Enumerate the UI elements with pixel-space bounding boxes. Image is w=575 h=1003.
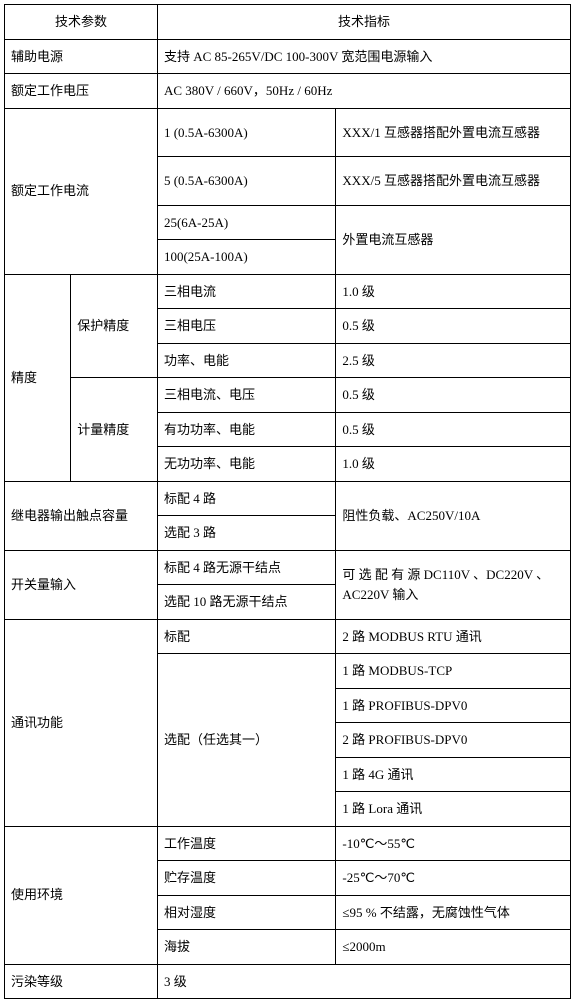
rated-current-r2-range: 5 (0.5A-6300A) bbox=[157, 157, 335, 206]
comm-standard-label: 标配 bbox=[157, 619, 335, 654]
rated-current-r34-desc: 外置电流互感器 bbox=[336, 205, 571, 274]
rated-current-r2-desc: XXX/5 互感器搭配外置电流互感器 bbox=[336, 157, 571, 206]
table-row: 开关量输入 标配 4 路无源干结点 可 选 配 有 源 DC110V 、DC22… bbox=[5, 550, 571, 585]
table-row: 技术参数 技术指标 bbox=[5, 5, 571, 40]
metering-r3-val: 1.0 级 bbox=[336, 447, 571, 482]
protection-r1-name: 三相电流 bbox=[157, 274, 335, 309]
table-row: 通讯功能 标配 2 路 MODBUS RTU 通讯 bbox=[5, 619, 571, 654]
relay-output-label: 继电器输出触点容量 bbox=[5, 481, 158, 550]
aux-power-value: 支持 AC 85-265V/DC 100-300V 宽范围电源输入 bbox=[157, 39, 570, 74]
env-r3-val: ≤95 % 不结露，无腐蚀性气体 bbox=[336, 895, 571, 930]
comm-opt1: 1 路 MODBUS-TCP bbox=[336, 654, 571, 689]
table-row: 污染等级 3 级 bbox=[5, 964, 571, 999]
accuracy-label: 精度 bbox=[5, 274, 71, 481]
rated-current-r4-range: 100(25A-100A) bbox=[157, 240, 335, 275]
env-r2-name: 贮存温度 bbox=[157, 861, 335, 896]
comm-standard-val: 2 路 MODBUS RTU 通讯 bbox=[336, 619, 571, 654]
table-row: 精度 保护精度 三相电流 1.0 级 bbox=[5, 274, 571, 309]
rated-current-r3-range: 25(6A-25A) bbox=[157, 205, 335, 240]
table-row: 继电器输出触点容量 标配 4 路 阻性负载、AC250V/10A bbox=[5, 481, 571, 516]
relay-output-desc: 阻性负载、AC250V/10A bbox=[336, 481, 571, 550]
protection-r3-name: 功率、电能 bbox=[157, 343, 335, 378]
digital-input-label: 开关量输入 bbox=[5, 550, 158, 619]
comm-optional-label: 选配（任选其一） bbox=[157, 654, 335, 827]
digital-input-r1: 标配 4 路无源干结点 bbox=[157, 550, 335, 585]
metering-r1-name: 三相电流、电压 bbox=[157, 378, 335, 413]
env-r4-name: 海拔 bbox=[157, 930, 335, 965]
rated-current-r1-desc: XXX/1 互感器搭配外置电流互感器 bbox=[336, 108, 571, 157]
table-row: 使用环境 工作温度 -10℃～55℃ bbox=[5, 826, 571, 861]
protection-r1-val: 1.0 级 bbox=[336, 274, 571, 309]
table-row: 额定工作电压 AC 380V / 660V，50Hz / 60Hz bbox=[5, 74, 571, 109]
header-indicator: 技术指标 bbox=[157, 5, 570, 40]
spec-table: 技术参数 技术指标 辅助电源 支持 AC 85-265V/DC 100-300V… bbox=[4, 4, 571, 999]
rated-current-r1-range: 1 (0.5A-6300A) bbox=[157, 108, 335, 157]
metering-r2-val: 0.5 级 bbox=[336, 412, 571, 447]
protection-r3-val: 2.5 级 bbox=[336, 343, 571, 378]
environment-label: 使用环境 bbox=[5, 826, 158, 964]
pollution-label: 污染等级 bbox=[5, 964, 158, 999]
comm-label: 通讯功能 bbox=[5, 619, 158, 826]
aux-power-label: 辅助电源 bbox=[5, 39, 158, 74]
protection-r2-name: 三相电压 bbox=[157, 309, 335, 344]
header-param: 技术参数 bbox=[5, 5, 158, 40]
metering-r1-val: 0.5 级 bbox=[336, 378, 571, 413]
env-r1-val: -10℃～55℃ bbox=[336, 826, 571, 861]
protection-r2-val: 0.5 级 bbox=[336, 309, 571, 344]
digital-input-r2: 选配 10 路无源干结点 bbox=[157, 585, 335, 620]
rated-current-label: 额定工作电流 bbox=[5, 108, 158, 274]
env-r2-val: -25℃～70℃ bbox=[336, 861, 571, 896]
comm-opt2: 1 路 PROFIBUS-DPV0 bbox=[336, 688, 571, 723]
rated-voltage-value: AC 380V / 660V，50Hz / 60Hz bbox=[157, 74, 570, 109]
rated-voltage-label: 额定工作电压 bbox=[5, 74, 158, 109]
protection-accuracy-label: 保护精度 bbox=[71, 274, 158, 378]
comm-opt4: 1 路 4G 通讯 bbox=[336, 757, 571, 792]
table-row: 额定工作电流 1 (0.5A-6300A) XXX/1 互感器搭配外置电流互感器 bbox=[5, 108, 571, 157]
env-r3-name: 相对湿度 bbox=[157, 895, 335, 930]
table-row: 计量精度 三相电流、电压 0.5 级 bbox=[5, 378, 571, 413]
metering-r2-name: 有功功率、电能 bbox=[157, 412, 335, 447]
table-row: 辅助电源 支持 AC 85-265V/DC 100-300V 宽范围电源输入 bbox=[5, 39, 571, 74]
env-r4-val: ≤2000m bbox=[336, 930, 571, 965]
relay-output-r2: 选配 3 路 bbox=[157, 516, 335, 551]
comm-opt3: 2 路 PROFIBUS-DPV0 bbox=[336, 723, 571, 758]
metering-accuracy-label: 计量精度 bbox=[71, 378, 158, 482]
env-r1-name: 工作温度 bbox=[157, 826, 335, 861]
metering-r3-name: 无功功率、电能 bbox=[157, 447, 335, 482]
pollution-value: 3 级 bbox=[157, 964, 570, 999]
relay-output-r1: 标配 4 路 bbox=[157, 481, 335, 516]
comm-opt5: 1 路 Lora 通讯 bbox=[336, 792, 571, 827]
digital-input-desc: 可 选 配 有 源 DC110V 、DC220V 、AC220V 输入 bbox=[336, 550, 571, 619]
